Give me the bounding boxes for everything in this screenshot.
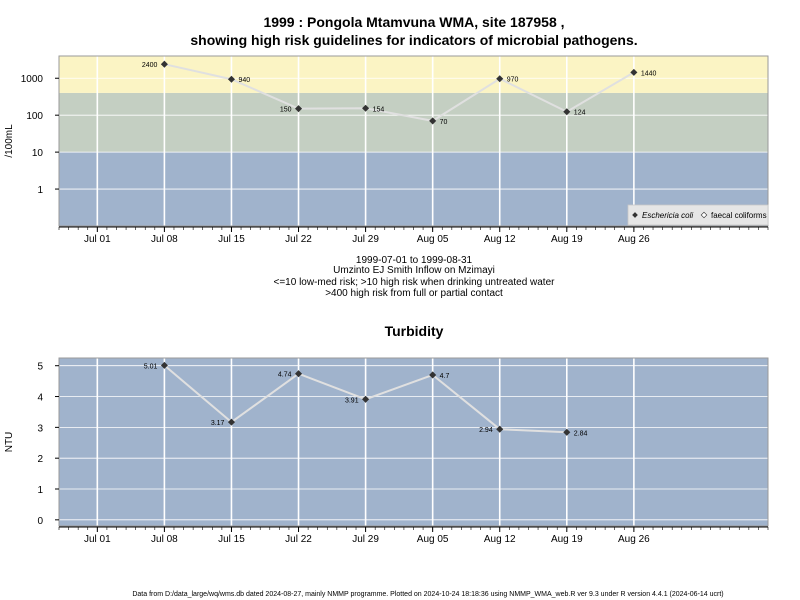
microbial-panel: 1 10 100 1000 Jul 01 Jul 08 Jul 15 Jul 22 Jul 29… bbox=[4, 55, 769, 245]
legend-marker-faecal bbox=[700, 211, 708, 219]
chart-title-line2: showing high risk guidelines for indicat… bbox=[190, 32, 637, 48]
note-drinking-risk: <=10 low-med risk; >10 high risk when dr… bbox=[274, 277, 556, 288]
x-tick-label: Aug 05 bbox=[417, 534, 449, 545]
y-tick-label: 1000 bbox=[21, 74, 44, 85]
x-tick-label: Jul 29 bbox=[352, 534, 379, 545]
plot-frame bbox=[58, 55, 769, 227]
x-tick-label: Aug 26 bbox=[618, 234, 650, 245]
data-label: 2.94 bbox=[479, 427, 493, 434]
data-label: 3.91 bbox=[345, 397, 359, 404]
data-label: 150 bbox=[280, 107, 292, 114]
x-tick-label: Jul 01 bbox=[84, 234, 111, 245]
x-tick-label: Aug 19 bbox=[551, 234, 583, 245]
y-axis-label: /100mL bbox=[4, 124, 15, 158]
x-tick-label: Jul 22 bbox=[285, 234, 312, 245]
legend-box bbox=[627, 204, 769, 226]
y-axis-label: NTU bbox=[4, 432, 15, 453]
data-label: 2.84 bbox=[574, 430, 588, 437]
data-label: 70 bbox=[440, 119, 448, 126]
data-point bbox=[362, 104, 370, 112]
y-tick-label: 0 bbox=[37, 516, 43, 527]
data-point bbox=[429, 117, 437, 125]
note-date-range: 1999-07-01 to 1999-08-31 bbox=[356, 255, 473, 266]
data-label: 4.74 bbox=[278, 372, 292, 379]
legend-label-faecal: faecal coliforms bbox=[711, 211, 767, 220]
data-label: 940 bbox=[238, 77, 250, 84]
data-label: 5.01 bbox=[144, 363, 158, 370]
x-tick-label: Jul 08 bbox=[151, 534, 178, 545]
x-tick-label: Jul 08 bbox=[151, 234, 178, 245]
x-tick-label: Aug 19 bbox=[551, 534, 583, 545]
turbidity-panel: 0 1 2 3 4 5 Jul 01 Jul 08 Jul 15 Jul 22 Jul 29 Aug … bbox=[4, 357, 769, 545]
data-point bbox=[496, 75, 504, 83]
footer-note: Data from D:/data_large/wq/wms.db dated … bbox=[132, 591, 723, 598]
x-tick-label: Jul 22 bbox=[285, 534, 312, 545]
data-label: 4.7 bbox=[440, 373, 450, 380]
y-tick-label: 4 bbox=[37, 393, 43, 404]
data-point bbox=[294, 105, 303, 113]
x-tick-label: Jul 01 bbox=[84, 534, 111, 545]
plot-background bbox=[59, 358, 768, 526]
x-tick-label: Jul 15 bbox=[218, 234, 245, 245]
data-point bbox=[630, 68, 638, 76]
note-contact-risk: >400 high risk from full or partial cont… bbox=[325, 288, 503, 299]
data-point bbox=[227, 418, 235, 426]
legend-label-ecoli: Eschericia coli bbox=[642, 211, 693, 220]
y-tick-label: 10 bbox=[32, 148, 44, 159]
risk-band bbox=[59, 56, 768, 93]
x-tick-label: Aug 12 bbox=[484, 534, 516, 545]
y-tick-label: 2 bbox=[37, 454, 43, 465]
note-site-name: Umzinto EJ Smith Inflow on Mzimayi bbox=[333, 265, 495, 276]
x-tick-label: Aug 05 bbox=[417, 234, 449, 245]
data-point bbox=[429, 371, 437, 379]
x-tick-label: Aug 12 bbox=[484, 234, 516, 245]
data-point bbox=[563, 108, 571, 116]
data-point bbox=[294, 370, 303, 378]
data-label: 970 bbox=[507, 77, 519, 84]
data-point bbox=[496, 425, 504, 433]
data-point bbox=[227, 75, 235, 83]
data-label: 1440 bbox=[641, 70, 657, 77]
y-tick-label: 1 bbox=[37, 185, 43, 196]
data-label: 154 bbox=[373, 106, 385, 113]
data-point bbox=[160, 361, 168, 369]
y-tick-label: 1 bbox=[37, 485, 43, 496]
x-tick-label: Aug 26 bbox=[618, 534, 650, 545]
y-tick-label: 100 bbox=[26, 111, 43, 122]
x-tick-label: Jul 15 bbox=[218, 534, 245, 545]
series-line bbox=[164, 63, 635, 122]
y-tick-label: 3 bbox=[37, 423, 43, 434]
data-label: 3.17 bbox=[211, 420, 225, 427]
plot-frame bbox=[58, 357, 769, 527]
legend-marker-ecoli bbox=[632, 212, 638, 218]
risk-band bbox=[59, 92, 768, 153]
turbidity-title: Turbidity bbox=[385, 323, 444, 339]
x-tick-label: Jul 29 bbox=[352, 234, 379, 245]
chart-title-line1: 1999 : Pongola Mtamvuna WMA, site 187958… bbox=[263, 14, 564, 30]
data-label: 2400 bbox=[142, 62, 158, 69]
y-tick-label: 5 bbox=[37, 362, 43, 373]
data-point bbox=[362, 395, 370, 403]
data-point bbox=[563, 428, 571, 436]
data-label: 124 bbox=[574, 110, 586, 117]
